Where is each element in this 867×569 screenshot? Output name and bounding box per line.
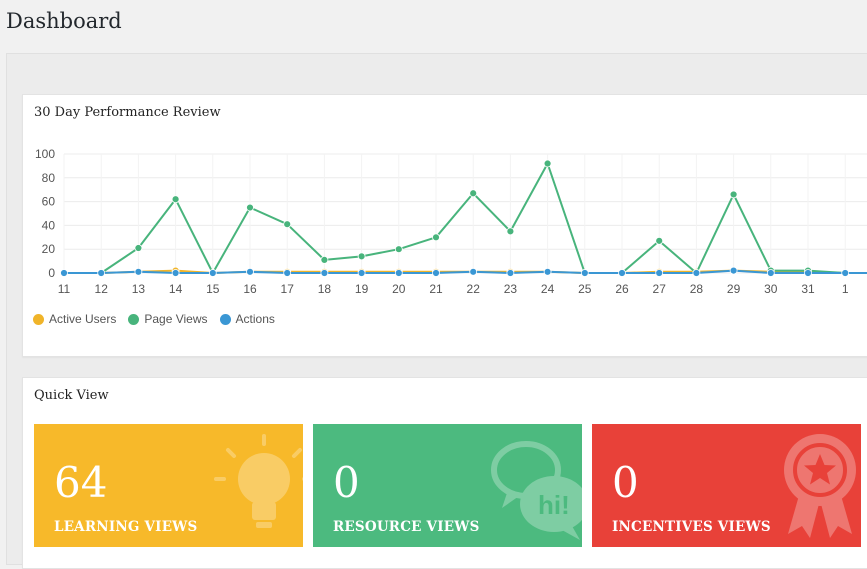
data-point-actions[interactable] xyxy=(692,269,701,277)
y-tick-label: 0 xyxy=(48,266,55,280)
y-tick-label: 40 xyxy=(42,218,56,232)
legend-swatch xyxy=(33,313,44,325)
performance-line-chart[interactable]: 0 20 40 60 80 100 11 12 13 14 15 16 17 18 19 20 21 22 23 2… xyxy=(23,95,867,310)
data-point-page-views[interactable] xyxy=(543,159,552,168)
data-point-page-views[interactable] xyxy=(469,189,478,198)
x-tick-label: 20 xyxy=(392,282,406,296)
learning-views-count: 64 xyxy=(54,458,108,507)
data-point-actions[interactable] xyxy=(580,269,589,277)
x-tick-label: 31 xyxy=(801,282,815,296)
data-point-actions[interactable] xyxy=(432,269,440,277)
y-tick-label: 100 xyxy=(35,147,55,161)
data-point-page-views[interactable] xyxy=(171,195,180,204)
x-tick-label: 27 xyxy=(653,282,667,296)
legend-label: Active Users xyxy=(49,312,117,326)
x-tick-label: 28 xyxy=(690,282,704,296)
data-point-actions[interactable] xyxy=(655,269,664,277)
data-point-actions[interactable] xyxy=(97,269,106,277)
x-tick-label: 21 xyxy=(429,282,443,296)
data-point-actions[interactable] xyxy=(171,269,180,277)
legend-item-actions[interactable]: Actions xyxy=(219,312,275,326)
y-tick-label: 20 xyxy=(42,242,56,256)
data-point-page-views[interactable] xyxy=(357,252,366,261)
x-tick-label: 11 xyxy=(58,282,71,296)
data-point-page-views[interactable] xyxy=(729,190,738,199)
legend-item-active-users[interactable]: Active Users xyxy=(33,312,116,326)
data-point-actions[interactable] xyxy=(134,267,143,276)
data-point-actions[interactable] xyxy=(766,269,775,277)
data-point-page-views[interactable] xyxy=(134,244,143,252)
data-point-page-views[interactable] xyxy=(655,236,664,245)
svg-text:hi!: hi! xyxy=(538,490,570,520)
data-point-page-views[interactable] xyxy=(283,220,292,229)
data-point-actions[interactable] xyxy=(320,269,329,277)
x-tick-label: 24 xyxy=(541,282,555,296)
resource-views-count: 0 xyxy=(333,458,360,507)
legend-swatch xyxy=(128,313,140,325)
x-tick-label: 23 xyxy=(504,282,518,296)
y-tick-label: 80 xyxy=(42,171,56,185)
data-point-page-views[interactable] xyxy=(246,203,254,212)
legend-swatch xyxy=(219,313,231,325)
x-tick-label: 1 xyxy=(842,282,849,296)
x-tick-label: 14 xyxy=(169,282,183,296)
quick-view-title: Quick View xyxy=(34,388,109,403)
learning-views-label: LEARNING VIEWS xyxy=(54,519,198,535)
quick-view-card: Quick View 64 LEARNING VIEWS hi! 0 RESO xyxy=(22,377,867,569)
legend-label: Page Views xyxy=(144,312,208,326)
incentives-views-tile[interactable]: 0 INCENTIVES VIEWS xyxy=(592,424,861,547)
data-point-actions[interactable] xyxy=(841,269,850,277)
x-tick-label: 22 xyxy=(467,282,481,296)
data-point-actions[interactable] xyxy=(60,269,68,277)
resource-views-label: RESOURCE VIEWS xyxy=(333,519,480,535)
data-point-actions[interactable] xyxy=(729,266,738,275)
data-point-page-views[interactable] xyxy=(320,256,329,264)
x-tick-label: 16 xyxy=(243,282,257,296)
page-title: Dashboard xyxy=(6,9,122,33)
incentives-views-count: 0 xyxy=(612,458,639,507)
data-point-actions[interactable] xyxy=(208,269,217,277)
x-tick-label: 15 xyxy=(206,282,220,296)
legend-label: Actions xyxy=(235,312,275,326)
data-point-actions[interactable] xyxy=(469,267,478,276)
x-tick-label: 13 xyxy=(132,282,146,296)
chart-legend: Active Users Page Views Actions xyxy=(33,312,275,326)
x-tick-label: 29 xyxy=(727,282,741,296)
data-point-actions[interactable] xyxy=(618,269,626,277)
x-tick-label: 12 xyxy=(95,282,109,296)
data-point-page-views[interactable] xyxy=(394,245,403,254)
incentives-views-label: INCENTIVES VIEWS xyxy=(612,519,771,535)
x-tick-label: 25 xyxy=(578,282,592,296)
data-point-actions[interactable] xyxy=(394,269,403,277)
series-line-page-views xyxy=(64,162,867,274)
data-point-page-views[interactable] xyxy=(432,233,440,242)
data-point-actions[interactable] xyxy=(246,267,254,276)
x-tick-label: 17 xyxy=(281,282,295,296)
data-point-actions[interactable] xyxy=(543,267,552,276)
performance-card-title: 30 Day Performance Review xyxy=(34,105,221,120)
data-point-actions[interactable] xyxy=(357,269,366,277)
resource-views-tile[interactable]: hi! 0 RESOURCE VIEWS xyxy=(313,424,582,547)
chat-bubbles-icon: hi! xyxy=(491,441,582,540)
performance-card: 30 Day Performance Review 0 20 40 60 80 100 1… xyxy=(22,94,867,357)
data-point-actions[interactable] xyxy=(283,269,292,277)
learning-views-tile[interactable]: 64 LEARNING VIEWS xyxy=(34,424,303,547)
data-point-page-views[interactable] xyxy=(506,227,515,236)
legend-item-page-views[interactable]: Page Views xyxy=(128,312,208,326)
award-ribbon-icon xyxy=(784,434,856,538)
data-point-actions[interactable] xyxy=(506,269,515,277)
data-point-actions[interactable] xyxy=(804,269,812,277)
lightbulb-icon xyxy=(214,434,303,528)
x-tick-label: 26 xyxy=(615,282,629,296)
x-tick-label: 19 xyxy=(355,282,369,296)
x-tick-label: 18 xyxy=(318,282,332,296)
x-tick-label: 30 xyxy=(764,282,778,296)
y-tick-label: 60 xyxy=(42,195,56,209)
